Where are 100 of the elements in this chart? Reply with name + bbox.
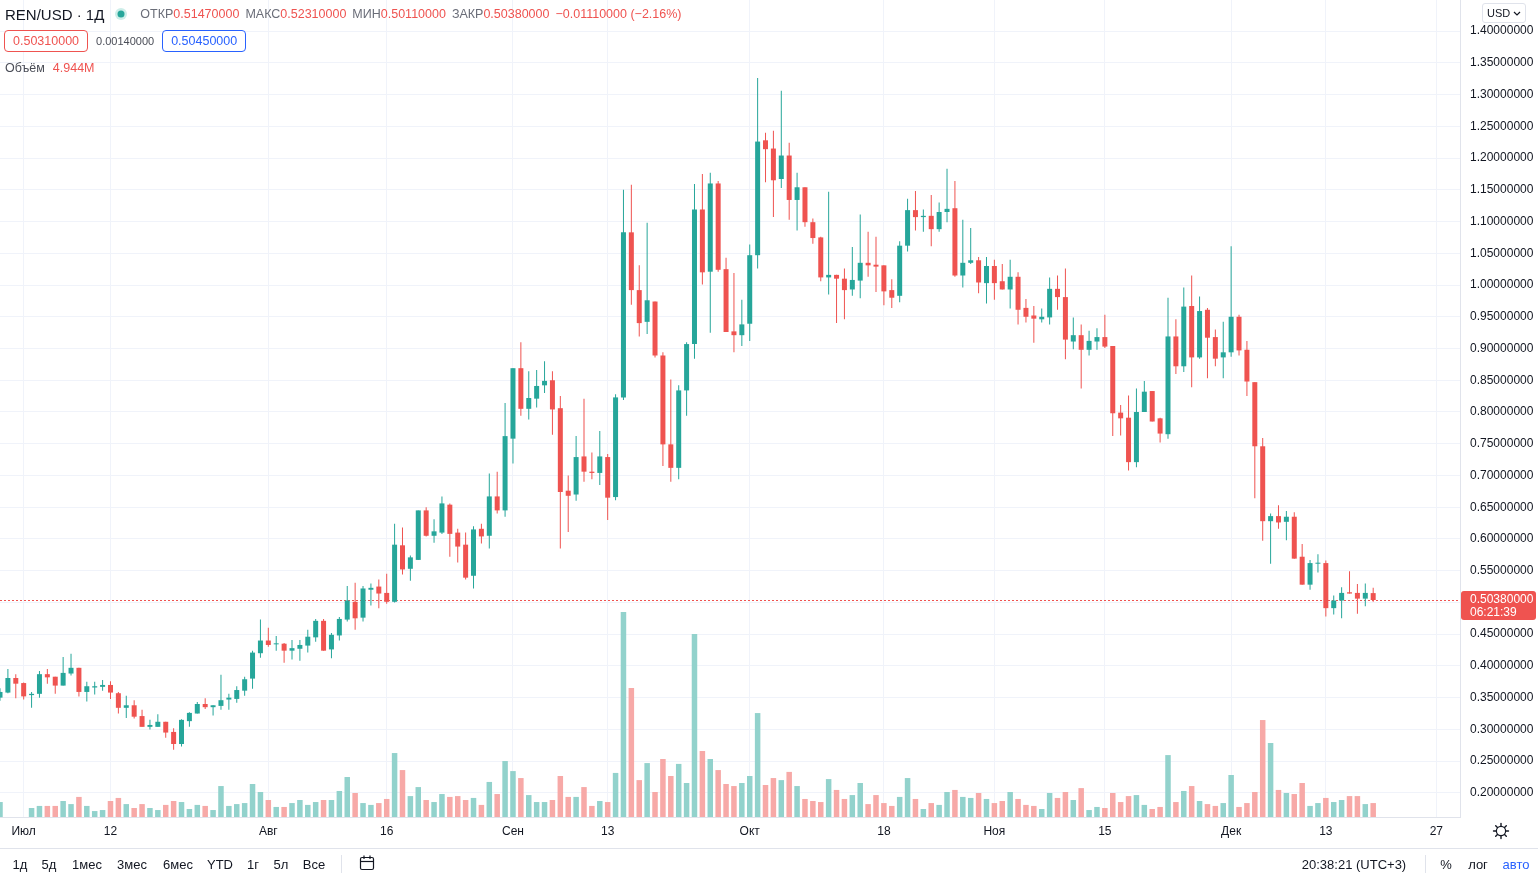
y-tick-label: 0.45000000 [1470,626,1534,641]
y-tick-label: 1.10000000 [1470,213,1534,228]
bar [1346,796,1353,817]
candlestick [1031,305,1037,343]
bar [1165,755,1171,817]
bar [683,782,690,817]
annotation: 4.944M [52,61,95,75]
bar [1117,802,1124,817]
text: 1мес [72,857,102,872]
annotation: 0.50380000 [483,7,550,21]
candlestick [731,272,737,353]
bar [320,799,327,817]
bar [1038,809,1045,817]
annotation: 0.50310000 [4,30,89,52]
annotation: Объём [5,61,45,75]
bar [1125,796,1132,817]
bar [739,782,745,817]
candlestick [368,583,374,606]
bar [818,802,824,817]
bar [241,803,248,817]
candlestick [1347,571,1353,594]
bar [1196,801,1203,817]
y-tick-label: 0.25000000 [1470,753,1534,768]
x-tick-label: 27 [1429,823,1444,838]
bar [305,804,311,817]
bar [431,802,437,817]
bar [754,713,761,817]
bar [210,810,216,817]
bar [510,771,516,817]
bar [1330,802,1337,817]
y-tick-label: 0.95000000 [1470,309,1534,324]
y-tick-label: 0.40000000 [1470,658,1534,673]
x-tick-label: 15 [1098,823,1112,838]
annotation: ОТКР [140,7,174,21]
bar [778,780,785,817]
text: Все [302,857,326,872]
bar [234,804,240,817]
x-tick-label: 12 [103,823,118,838]
bar [589,805,595,817]
candlestick [273,636,279,651]
bar [731,786,737,817]
bar [462,799,469,817]
bar [912,798,919,817]
bar [194,804,201,817]
y-tick-label: 1.30000000 [1470,86,1534,101]
y-tick-label: 0.75000000 [1470,436,1534,451]
bar [1338,799,1345,817]
bar [68,804,74,817]
bar [1323,797,1329,817]
bar [178,802,185,817]
bar [762,785,769,817]
bar [1173,802,1179,817]
bar [707,758,714,817]
bar [1291,794,1298,817]
bar [675,763,682,817]
bar [36,805,43,817]
bar [1259,720,1266,817]
y-tick-label: 1.25000000 [1470,118,1534,133]
candlestick [944,168,950,223]
chart-title: REN/USD · 1Д [5,5,105,23]
bar [889,805,895,817]
bar [1062,791,1069,817]
bar [76,796,82,817]
bar [549,799,556,817]
bar [1188,786,1195,817]
x-tick-label: 16 [380,823,394,838]
candlestick [968,227,974,265]
bar [597,801,603,817]
y-tick-label: 0.85000000 [1470,372,1534,387]
y-tick-label: 1.00000000 [1470,277,1534,292]
bar [249,784,256,817]
bar [1252,791,1258,817]
y-tick-label: 1.05000000 [1470,245,1534,260]
bar [423,799,429,817]
bar [770,778,777,817]
annotation: −0.01110000 (−2.16%) [555,7,682,21]
bar [1354,796,1361,817]
bar [328,799,335,817]
bar [723,784,729,817]
bar [1015,798,1021,817]
bar [139,804,145,817]
bar [1149,809,1155,817]
bar [1133,795,1140,817]
bar [652,791,658,817]
candlestick [873,236,879,293]
bar [202,805,208,817]
bar [612,772,619,817]
annotation: 0.52310000 [280,7,347,21]
bar [226,805,232,817]
bar [975,793,982,817]
bar [565,796,571,817]
y-tick-label: 0.20000000 [1470,785,1534,800]
bar [849,795,856,817]
bar [967,797,974,817]
text: 1д [12,857,28,872]
bar [1157,806,1163,817]
bar [162,804,169,817]
y-tick-label: 0.70000000 [1470,467,1534,482]
text: 5л [273,857,289,872]
candlestick [1220,321,1226,379]
